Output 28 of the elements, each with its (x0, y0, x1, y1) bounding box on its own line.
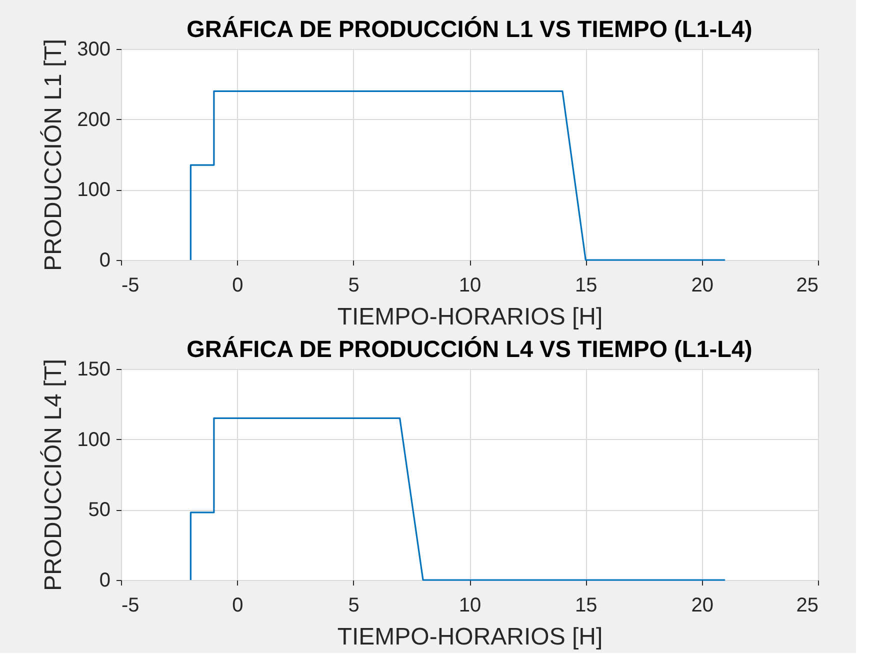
y-axis-title: PRODUCCIÓN L4 [T] (40, 358, 68, 592)
chart-title: GRÁFICA DE PRODUCCIÓN L4 VS TIEMPO (L1-L4) (186, 336, 752, 362)
x-tick-label: 10 (458, 274, 482, 296)
x-tick-label: 0 (232, 594, 244, 616)
y-tick-label: 200 (77, 108, 110, 131)
y-tick-label: 0 (99, 250, 110, 272)
x-tick-label: 10 (458, 594, 482, 616)
x-axis-title: TIEMPO-HORARIOS [H] (337, 624, 603, 650)
x-tick-label: 25 (796, 594, 818, 616)
chart-title: GRÁFICA DE PRODUCCIÓN L1 VS TIEMPO (L1-L4) (186, 16, 752, 42)
x-axis-title: TIEMPO-HORARIOS [H] (337, 304, 603, 330)
x-tick-label: 15 (575, 274, 598, 296)
x-tick-label: 5 (348, 594, 360, 616)
y-tick-label: 0 (99, 570, 110, 592)
x-tick-label: -5 (122, 594, 140, 616)
x-tick-label: 0 (232, 274, 244, 296)
y-tick-label: 100 (77, 179, 110, 202)
x-tick-label: 20 (691, 594, 714, 616)
y-tick-label: 300 (77, 38, 110, 60)
x-tick-label: 15 (575, 594, 598, 616)
x-tick-label: -5 (122, 274, 140, 296)
y-axis-title: PRODUCCIÓN L1 [T] (40, 38, 68, 272)
y-tick-label: 50 (88, 499, 110, 522)
x-tick-label: 5 (348, 274, 360, 296)
y-tick-label: 100 (77, 428, 110, 451)
x-tick-label: 20 (691, 274, 714, 296)
x-tick-label: 25 (796, 274, 818, 296)
y-tick-label: 150 (77, 358, 110, 380)
